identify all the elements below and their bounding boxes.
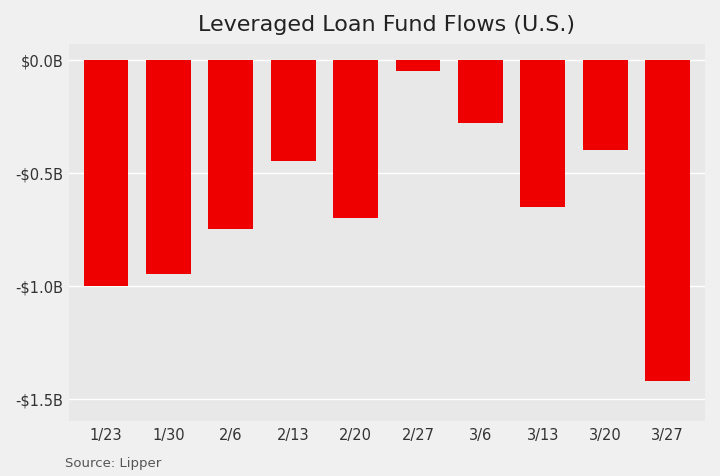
Text: Source: Lipper: Source: Lipper bbox=[65, 456, 161, 469]
Bar bbox=[582, 60, 628, 151]
Bar bbox=[333, 60, 378, 218]
Bar bbox=[84, 60, 128, 286]
Bar bbox=[146, 60, 191, 275]
Bar bbox=[208, 60, 253, 230]
Bar bbox=[458, 60, 503, 124]
Bar bbox=[395, 60, 441, 72]
Bar bbox=[521, 60, 565, 207]
Title: Leveraged Loan Fund Flows (U.S.): Leveraged Loan Fund Flows (U.S.) bbox=[198, 15, 575, 35]
Bar bbox=[645, 60, 690, 381]
Bar bbox=[271, 60, 315, 162]
